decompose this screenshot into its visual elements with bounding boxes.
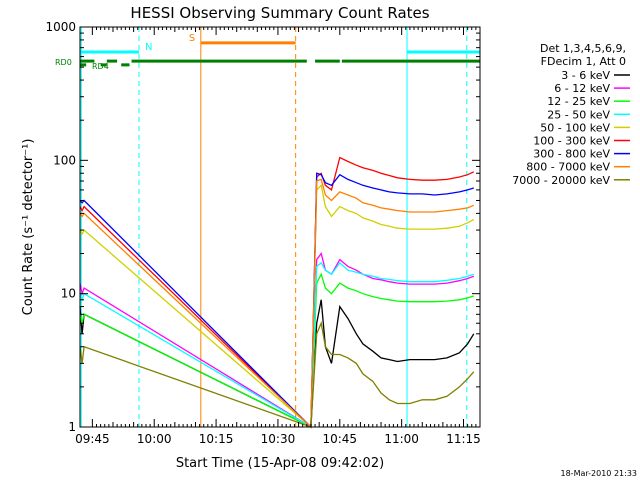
y-tick-label-1: 10 bbox=[61, 287, 76, 301]
footer-date: 18-Mar-2010 21:33 bbox=[561, 469, 638, 478]
legend-label-0: 3 - 6 keV bbox=[561, 69, 610, 82]
legend-label-3: 25 - 50 keV bbox=[547, 108, 610, 121]
y-tick-label-2: 100 bbox=[53, 153, 76, 167]
legend-label-2: 12 - 25 keV bbox=[547, 95, 610, 108]
legend-header-0: Det 1,3,4,5,6,9, bbox=[540, 42, 626, 55]
y-tick-label-0: 1 bbox=[68, 420, 76, 434]
y-axis-label: Count Rate (s⁻¹ detector⁻¹) bbox=[21, 139, 36, 316]
legend-label-5: 100 - 300 keV bbox=[533, 135, 610, 148]
x-tick-label-4: 10:45 bbox=[322, 432, 357, 446]
series-lines bbox=[79, 156, 475, 429]
interval-bar-label-2: RD0 bbox=[55, 58, 72, 67]
interval-bar-label-0: N bbox=[145, 42, 152, 53]
x-axis-label: Start Time (15-Apr-08 09:42:02) bbox=[176, 456, 384, 471]
x-tick-label-0: 09:45 bbox=[75, 432, 110, 446]
plot-frame bbox=[79, 26, 481, 428]
x-tick-label-3: 10:30 bbox=[261, 432, 296, 446]
interval-bars: N S RD0 RD4 bbox=[55, 33, 480, 71]
series-line-7 bbox=[79, 178, 475, 429]
x-tick-label-5: 11:00 bbox=[384, 432, 419, 446]
y-tick-label-3: 1000 bbox=[45, 20, 76, 34]
interval-bar-label-1: S bbox=[189, 33, 195, 44]
series-line-8 bbox=[79, 320, 475, 428]
legend-label-7: 800 - 7000 keV bbox=[526, 161, 610, 174]
x-tick-label-2: 10:15 bbox=[199, 432, 234, 446]
series-line-3 bbox=[79, 261, 475, 429]
legend-label-4: 50 - 100 keV bbox=[540, 121, 610, 134]
y-axis: 1 10 100 1000 bbox=[45, 20, 480, 434]
time-markers bbox=[80, 27, 468, 427]
legend-label-6: 300 - 800 keV bbox=[533, 148, 610, 161]
legend-label-8: 7000 - 20000 keV bbox=[512, 174, 610, 187]
x-tick-label-1: 10:00 bbox=[137, 432, 172, 446]
x-axis: 09:45 10:00 10:15 10:30 10:45 11:00 11:15 bbox=[75, 27, 481, 446]
interval-bar-label-3: RD4 bbox=[92, 62, 109, 71]
legend-header-1: FDecim 1, Att 0 bbox=[541, 55, 626, 68]
x-tick-label-6: 11:15 bbox=[446, 432, 481, 446]
chart-title: HESSI Observing Summary Count Rates bbox=[130, 4, 429, 22]
legend-label-1: 6 - 12 keV bbox=[554, 82, 610, 95]
legend: Det 1,3,4,5,6,9,FDecim 1, Att 03 - 6 keV… bbox=[512, 42, 630, 187]
